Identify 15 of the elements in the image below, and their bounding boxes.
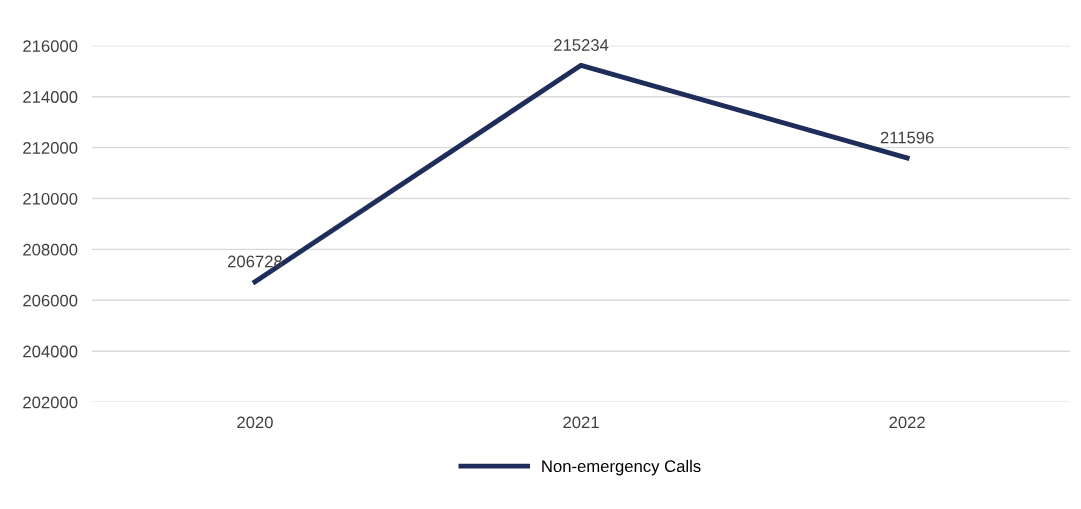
data-label: 215234 (554, 39, 609, 51)
y-tick-label: 212000 (23, 142, 78, 154)
data-label: 206728 (227, 255, 283, 268)
y-tick-label: 208000 (23, 243, 78, 256)
y-tick-label: 206000 (23, 294, 78, 307)
y-tick-label: 210000 (23, 192, 78, 205)
y-tick-label: 202000 (23, 396, 78, 409)
x-tick-label: 2021 (563, 416, 599, 429)
legend-label: Non-emergency Calls (542, 459, 701, 476)
y-tick-label: 204000 (23, 345, 78, 358)
y-tick-label: 214000 (23, 91, 78, 103)
x-tick-label: 2022 (889, 416, 925, 429)
x-tick-label: 2020 (237, 416, 273, 429)
data-label: 211596 (880, 131, 934, 144)
y-tick-label: 216000 (23, 40, 78, 53)
